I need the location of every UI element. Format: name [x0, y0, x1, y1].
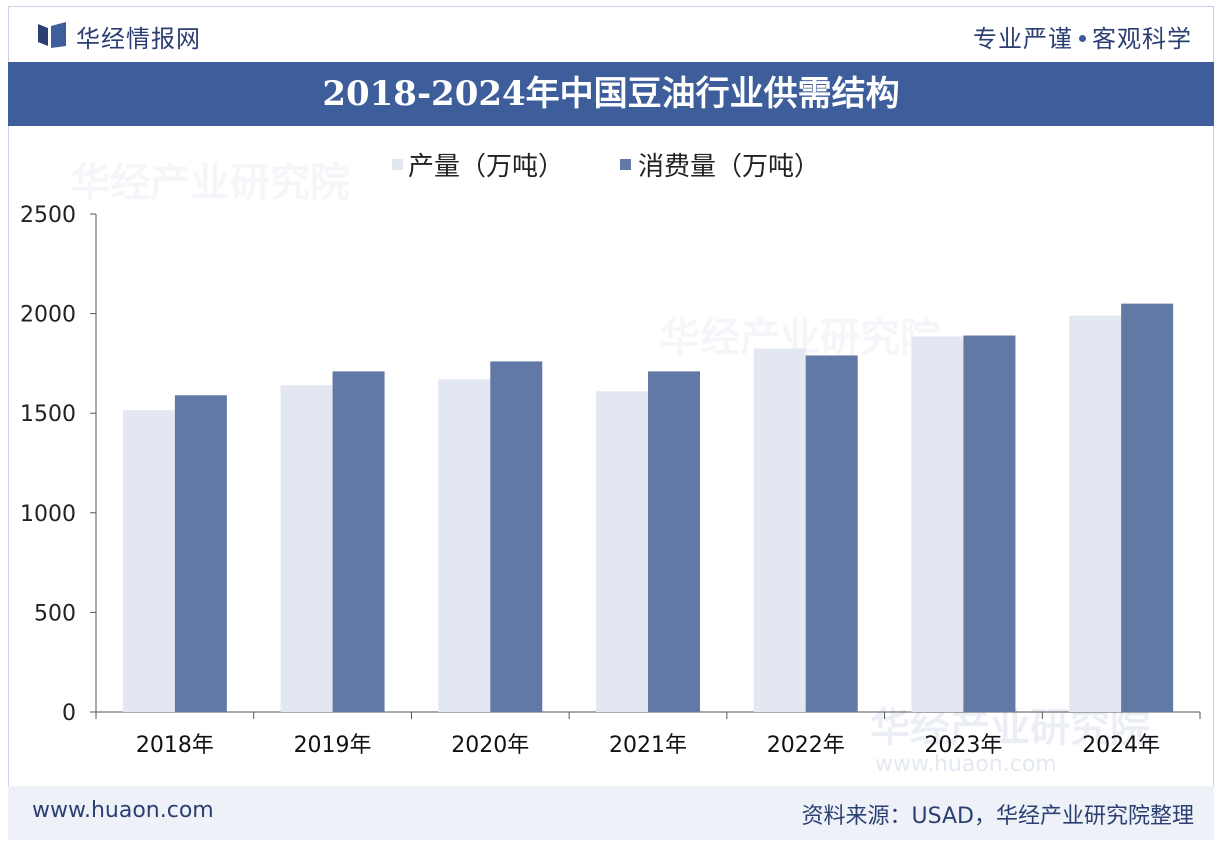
y-tick-label: 500: [34, 601, 76, 626]
slogan: 专业严谨 客观科学: [973, 19, 1192, 54]
watermark-url: www.huaon.com: [875, 752, 1057, 777]
consumption-bar-2020: [490, 361, 543, 712]
consumption-bar-2023: [963, 335, 1016, 712]
production-bar-2022: [753, 348, 806, 712]
slogan-dot: [1079, 34, 1086, 42]
slogan-left: 专业严谨: [973, 25, 1073, 53]
legend: 产量（万吨） 消费量（万吨）: [392, 152, 820, 182]
x-tick-label: 2022年: [767, 733, 845, 758]
production-bar-2019: [280, 385, 333, 712]
x-tick-label: 2018年: [136, 733, 214, 758]
production-bar-2024: [1069, 315, 1122, 712]
huaon-logo-icon: [38, 22, 66, 48]
x-tick-label: 2019年: [294, 733, 372, 758]
consumption-bar-2021: [648, 371, 700, 712]
y-tick-label: 2500: [20, 203, 76, 228]
production-bar-2021: [596, 391, 648, 712]
y-tick-label: 2000: [20, 303, 76, 328]
y-tick-label: 1000: [20, 502, 76, 527]
y-tick-label: 1500: [20, 402, 76, 427]
slogan-right: 客观科学: [1092, 25, 1192, 53]
production-bar-2018: [122, 410, 175, 712]
x-tick-label: 2021年: [609, 733, 687, 758]
footer-source: 资料来源：USAD，华经产业研究院整理: [801, 804, 1194, 829]
legend-swatch-consumption: [620, 159, 631, 170]
consumption-bar-2018: [174, 395, 227, 712]
y-axis: 0 500 1000 1500 2000 2500: [20, 203, 97, 726]
bars: [122, 303, 1174, 712]
consumption-bar-2024: [1121, 303, 1174, 712]
footer: www.huaon.com 资料来源：USAD，华经产业研究院整理: [8, 786, 1214, 840]
consumption-bar-2022: [805, 355, 858, 712]
production-bar-2023: [911, 336, 964, 712]
production-bar-2020: [438, 379, 491, 712]
legend-label-consumption: 消费量（万吨）: [638, 152, 820, 182]
x-tick-label: 2023年: [924, 733, 1002, 758]
logo-text: 华经情报网: [76, 25, 201, 53]
x-tick-label: 2024年: [1082, 733, 1160, 758]
consumption-bar-2019: [332, 371, 385, 712]
x-tick-label: 2020年: [451, 733, 529, 758]
x-axis: 2018年 2019年 2020年 2021年 2022年 2023年 2024年: [95, 711, 1201, 758]
y-tick-label: 0: [62, 701, 76, 726]
chart-title: 2018-2024年中国豆油行业供需结构: [8, 62, 1214, 126]
legend-label-production: 产量（万吨）: [408, 152, 564, 182]
footer-url[interactable]: www.huaon.com: [32, 798, 214, 823]
legend-swatch-production: [392, 159, 403, 170]
